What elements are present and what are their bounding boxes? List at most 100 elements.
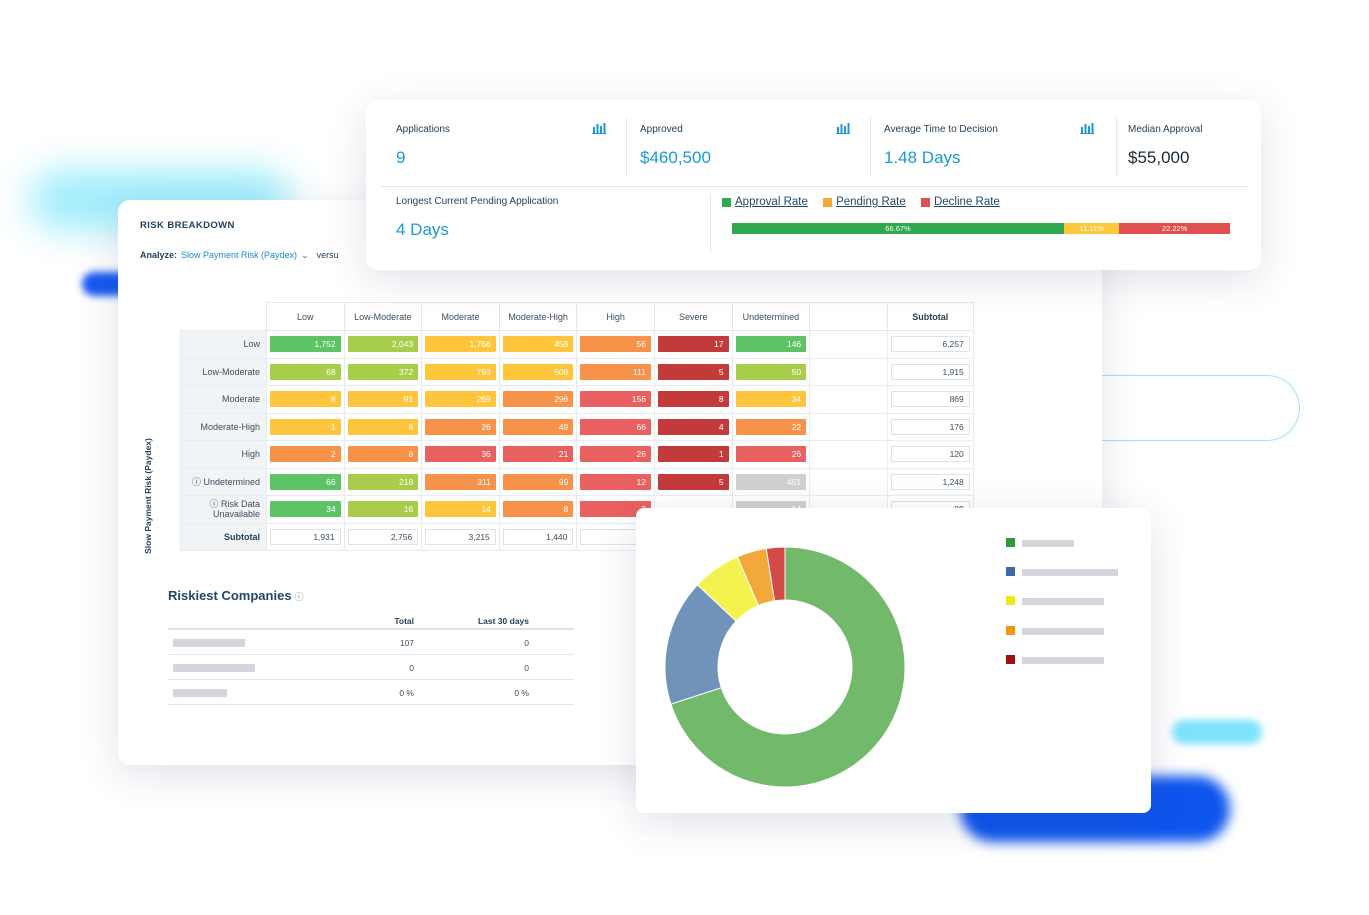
heatmap-cell-value[interactable]: 372 xyxy=(347,363,419,380)
legend-decline-rate[interactable]: Decline Rate xyxy=(920,196,1000,208)
heatmap-cell[interactable]: 458 xyxy=(498,330,578,359)
heatmap-cell[interactable]: 66 xyxy=(266,467,345,496)
heatmap-cell[interactable]: 16 xyxy=(343,495,423,524)
help-icon[interactable]: ⓘ xyxy=(209,499,221,510)
heatmap-cell-value[interactable]: 8 xyxy=(657,391,729,408)
heatmap-cell-value[interactable]: 4 xyxy=(657,418,729,435)
heatmap-cell[interactable]: 2,043 xyxy=(343,330,423,359)
heatmap-cell[interactable]: 146 xyxy=(731,330,811,359)
heatmap-cell-value[interactable]: 296 xyxy=(502,391,574,408)
heatmap-cell-value[interactable]: 311 xyxy=(425,473,496,490)
heatmap-cell-value[interactable]: 8 xyxy=(347,446,419,463)
heatmap-cell[interactable]: 99 xyxy=(498,467,578,496)
heatmap-cell-value[interactable]: 91 xyxy=(347,391,419,408)
heatmap-cell-value[interactable]: 2 xyxy=(270,446,341,463)
heatmap-cell-value[interactable]: 12 xyxy=(580,473,651,490)
heatmap-cell[interactable]: 1 xyxy=(266,412,345,441)
heatmap-cell[interactable]: 8 xyxy=(498,495,578,524)
heatmap-cell-value[interactable]: 68 xyxy=(270,363,341,380)
heatmap-cell[interactable]: 26 xyxy=(731,440,811,469)
heatmap-cell[interactable]: 91 xyxy=(343,385,423,414)
heatmap-cell[interactable]: 509 xyxy=(498,357,578,386)
bar-chart-icon[interactable] xyxy=(1080,122,1094,134)
heatmap-cell-value[interactable]: 5 xyxy=(657,473,729,490)
heatmap-cell-value[interactable]: 34 xyxy=(735,391,807,408)
heatmap-cell-value[interactable]: 26 xyxy=(580,446,651,463)
heatmap-cell-value[interactable]: 451 xyxy=(735,473,807,490)
heatmap-cell[interactable]: 218 xyxy=(343,467,423,496)
heatmap-cell[interactable]: 50 xyxy=(731,357,811,386)
heatmap-cell[interactable]: 8 xyxy=(653,385,733,414)
heatmap-cell-value[interactable]: 1,752 xyxy=(270,336,341,353)
rate-segment[interactable]: 11.11% xyxy=(1064,223,1120,234)
heatmap-cell-value[interactable]: 8 xyxy=(502,501,574,518)
heatmap-cell[interactable]: 56 xyxy=(576,330,655,359)
heatmap-cell[interactable]: 26 xyxy=(421,412,500,441)
heatmap-cell-value[interactable]: 50 xyxy=(735,363,807,380)
table-row[interactable]: 0 0 xyxy=(168,655,574,680)
heatmap-cell[interactable]: 14 xyxy=(421,495,500,524)
heatmap-cell-value[interactable]: 66 xyxy=(580,418,651,435)
column-header[interactable]: Low-Moderate xyxy=(343,302,423,331)
legend-label[interactable]: Pending Rate xyxy=(836,196,906,208)
heatmap-cell-value[interactable]: 21 xyxy=(502,446,574,463)
heatmap-cell[interactable]: 269 xyxy=(421,385,500,414)
heatmap-cell-value[interactable]: 269 xyxy=(425,391,496,408)
heatmap-cell[interactable]: 793 xyxy=(421,357,500,386)
heatmap-cell[interactable]: 49 xyxy=(498,412,578,441)
heatmap-cell[interactable]: 68 xyxy=(266,357,345,386)
heatmap-cell-value[interactable]: 56 xyxy=(580,336,651,353)
heatmap-cell-value[interactable]: 509 xyxy=(502,363,574,380)
heatmap-cell-value[interactable]: 5 xyxy=(657,363,729,380)
heatmap-cell-value[interactable]: 1 xyxy=(657,446,729,463)
heatmap-cell-value[interactable]: 218 xyxy=(347,473,419,490)
heatmap-cell-value[interactable]: 26 xyxy=(425,418,496,435)
heatmap-cell[interactable]: 8 xyxy=(343,440,423,469)
heatmap-cell-value[interactable]: 36 xyxy=(425,446,496,463)
heatmap-cell-value[interactable]: 34 xyxy=(270,501,341,518)
heatmap-cell-value[interactable]: 8 xyxy=(347,418,419,435)
column-header[interactable]: Moderate xyxy=(421,302,500,331)
donut-segment[interactable] xyxy=(670,546,906,788)
heatmap-cell-value[interactable]: 146 xyxy=(735,336,807,353)
legend-pending-rate[interactable]: Pending Rate xyxy=(823,196,906,208)
legend-label[interactable]: Decline Rate xyxy=(933,196,1000,208)
heatmap-cell[interactable]: 36 xyxy=(421,440,500,469)
column-header[interactable]: Moderate-High xyxy=(498,302,578,331)
heatmap-cell[interactable]: 1,766 xyxy=(421,330,500,359)
heatmap-cell[interactable]: 4 xyxy=(653,412,733,441)
heatmap-cell[interactable]: 156 xyxy=(576,385,655,414)
column-header[interactable]: Subtotal xyxy=(886,302,974,331)
heatmap-cell[interactable]: 111 xyxy=(576,357,655,386)
heatmap-cell-value[interactable]: 2,043 xyxy=(347,336,419,353)
heatmap-cell[interactable]: 451 xyxy=(731,467,811,496)
heatmap-cell-value[interactable]: 14 xyxy=(425,501,496,518)
legend-label[interactable]: Approval Rate xyxy=(735,196,808,208)
column-header[interactable]: High xyxy=(576,302,655,331)
heatmap-cell[interactable]: 1,752 xyxy=(266,330,345,359)
analyze-dropdown[interactable]: Slow Payment Risk (Paydex) xyxy=(181,250,298,260)
heatmap-cell[interactable]: 8 xyxy=(266,385,345,414)
heatmap-cell-value[interactable]: 26 xyxy=(735,446,807,463)
table-row[interactable]: 0 % 0 % xyxy=(168,680,574,705)
column-header[interactable] xyxy=(809,302,888,331)
heatmap-cell[interactable]: 34 xyxy=(731,385,811,414)
heatmap-cell-value[interactable]: 22 xyxy=(735,418,807,435)
legend-approval-rate[interactable]: Approval Rate xyxy=(722,196,808,208)
help-icon[interactable]: ⓘ xyxy=(294,592,304,602)
heatmap-cell-value[interactable]: 1,766 xyxy=(425,336,496,353)
heatmap-cell[interactable]: 12 xyxy=(576,467,655,496)
heatmap-cell-value[interactable]: 458 xyxy=(502,336,574,353)
heatmap-cell-value[interactable]: 111 xyxy=(580,363,651,380)
rate-segment[interactable]: 22.22% xyxy=(1119,223,1230,234)
heatmap-cell[interactable]: 5 xyxy=(653,357,733,386)
heatmap-cell-value[interactable]: 17 xyxy=(657,336,729,353)
help-icon[interactable]: ⓘ xyxy=(191,476,204,487)
heatmap-cell[interactable]: 8 xyxy=(343,412,423,441)
heatmap-cell-value[interactable]: 99 xyxy=(502,473,574,490)
donut-segment[interactable] xyxy=(765,546,786,602)
heatmap-cell[interactable]: 22 xyxy=(731,412,811,441)
heatmap-cell-value[interactable]: 8 xyxy=(270,391,341,408)
rate-segment[interactable]: 66.67% xyxy=(732,223,1065,234)
table-row[interactable]: 107 0 xyxy=(168,630,574,655)
